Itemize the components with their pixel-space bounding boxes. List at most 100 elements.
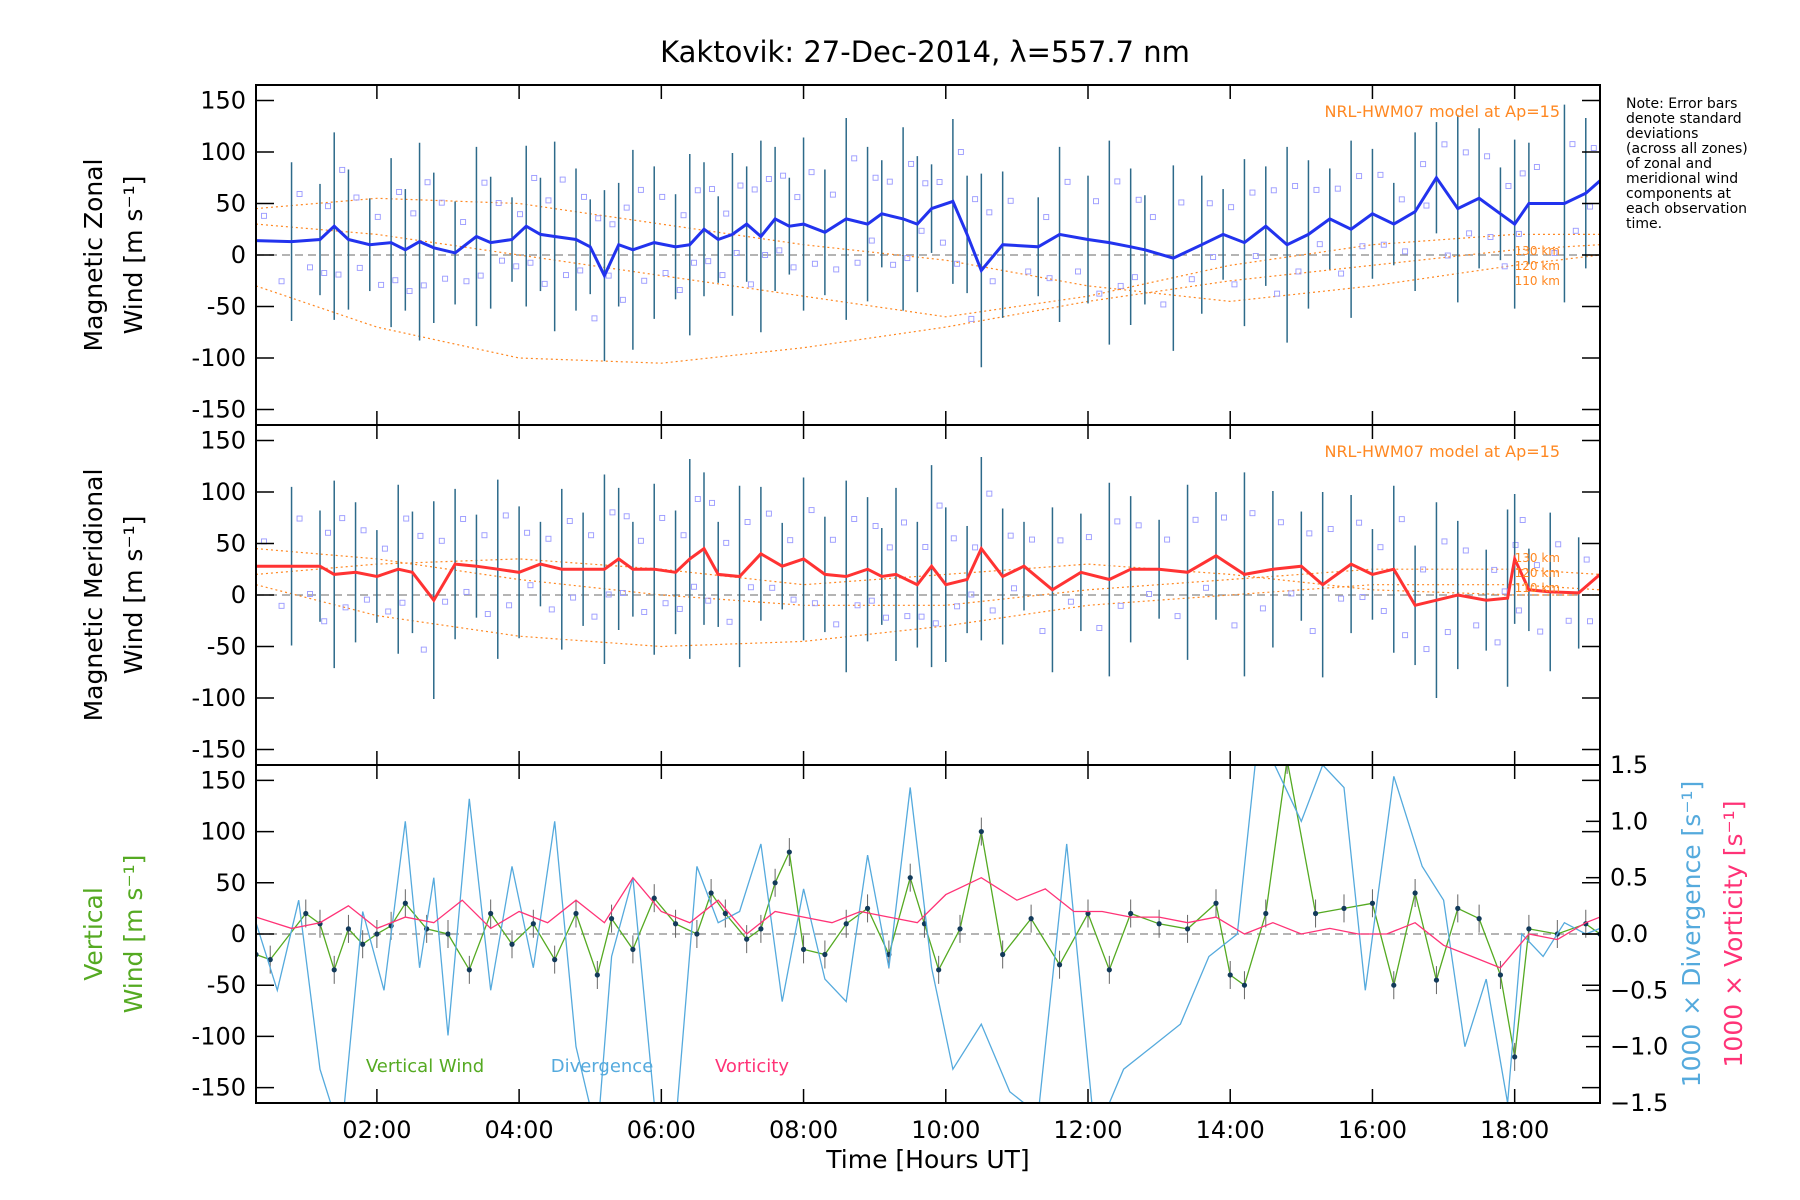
scatter-point <box>1064 178 1071 185</box>
scatter-point <box>1356 519 1363 526</box>
scatter-point <box>1306 530 1313 537</box>
scatter-point <box>705 258 712 265</box>
vertical-wind-point <box>1028 916 1034 922</box>
scatter-point <box>811 600 818 607</box>
scatter-point <box>1114 518 1121 525</box>
scatter-point <box>563 272 569 279</box>
scatter-point <box>460 219 467 225</box>
y-axis-label-line1: Magnetic Meridional <box>79 469 108 722</box>
scatter-point <box>335 271 342 278</box>
y-tick-label: -150 <box>192 1074 246 1102</box>
scatter-point <box>1533 164 1540 170</box>
scatter-point <box>396 188 403 195</box>
x-tick-label: 12:00 <box>1053 1116 1122 1144</box>
vertical-wind-point <box>694 931 700 937</box>
y-axis-label-line2: Wind [m s⁻¹] <box>119 855 148 1014</box>
vertical-wind-point <box>1241 982 1248 988</box>
scatter-point <box>1487 234 1494 240</box>
vertical-wind-point <box>445 931 451 937</box>
scatter-point <box>691 583 697 590</box>
scatter-point <box>1356 173 1363 180</box>
model-height-label: 130 km <box>1515 551 1560 565</box>
scatter-point <box>794 194 801 201</box>
vertical-wind-point <box>552 957 558 963</box>
vertical-wind-point <box>708 890 714 896</box>
y2-tick-label: 1.0 <box>1610 807 1648 835</box>
scatter-point <box>1359 594 1366 601</box>
scatter-point <box>1249 510 1256 517</box>
scatter-point <box>1462 149 1469 156</box>
scatter-point <box>886 178 893 185</box>
scatter-point <box>1203 584 1209 591</box>
scatter-point <box>691 259 697 266</box>
vertical-wind-point <box>1106 967 1112 973</box>
scatter-point <box>374 213 381 220</box>
scatter-point <box>1007 197 1014 204</box>
scatter-point <box>1313 186 1320 193</box>
scatter-point <box>527 259 534 266</box>
scatter-point <box>641 277 648 284</box>
scatter-point <box>989 278 996 285</box>
vertical-wind-point <box>530 921 536 927</box>
scatter-point <box>733 249 740 256</box>
vertical-wind-point <box>822 951 828 958</box>
scatter-point <box>922 180 929 187</box>
vertical-wind-point <box>1512 1054 1518 1060</box>
x-tick-label: 16:00 <box>1338 1116 1407 1144</box>
legend-vertical-wind: Vertical Wind <box>366 1056 484 1077</box>
vertical-wind-point <box>672 921 679 927</box>
vertical-wind-point <box>772 880 778 886</box>
series-meridional-wind-line <box>256 545 1600 608</box>
model-annotation: NRL-HWM07 model at Ap=15 <box>1324 102 1560 121</box>
scatter-point <box>1590 145 1597 152</box>
scatter-point <box>577 267 584 274</box>
scatter-point <box>808 507 815 514</box>
scatter-point <box>1288 590 1295 597</box>
scatter-point <box>623 204 630 211</box>
scatter-point <box>1377 171 1384 178</box>
note-line-8: time. <box>1626 216 1662 232</box>
y2-axis-label-vorticity: 1000 × Vorticity [s⁻¹] <box>1719 801 1748 1068</box>
scatter-point <box>1160 301 1167 308</box>
scatter-point <box>1259 605 1266 612</box>
y-tick-label: 150 <box>200 86 246 114</box>
scatter-point <box>1046 275 1053 282</box>
scatter-point <box>548 606 555 613</box>
x-tick-label: 14:00 <box>1196 1116 1265 1144</box>
scatter-point <box>339 166 346 173</box>
scatter-point <box>1221 514 1227 521</box>
chart-title: Kaktovik: 27-Dec-2014, λ=557.7 nm <box>660 35 1190 69</box>
scatter-point <box>957 149 964 155</box>
scatter-point <box>1146 591 1153 597</box>
scatter-point <box>1252 253 1259 259</box>
scatter-point <box>1011 585 1017 592</box>
scatter-point <box>1441 538 1448 545</box>
scatter-point <box>307 591 313 597</box>
y2-tick-label: −0.5 <box>1610 976 1668 1004</box>
vertical-wind-point <box>722 910 728 917</box>
scatter-point <box>1096 290 1103 297</box>
scatter-point <box>1420 566 1427 573</box>
y-axis-label-line2: Wind [m s⁻¹] <box>119 516 148 675</box>
scatter-point <box>1249 189 1256 196</box>
scatter-point <box>1096 625 1103 631</box>
panel-plot-area <box>256 765 1600 1103</box>
x-axis-label: Time [Hours UT] <box>825 1145 1029 1174</box>
scatter-point <box>1533 562 1540 569</box>
model-curve-130km <box>256 244 1600 364</box>
scatter-point <box>363 596 370 603</box>
scatter-point <box>1420 161 1427 168</box>
vertical-wind-point <box>800 946 807 952</box>
scatter-point <box>637 537 644 544</box>
scatter-point <box>1512 541 1519 548</box>
vertical-wind-point <box>1433 977 1440 983</box>
panel-plot-area <box>256 456 1600 700</box>
scatter-point <box>1117 602 1124 609</box>
scatter-point <box>1043 214 1050 221</box>
scatter-point <box>609 509 616 516</box>
scatter-point <box>872 523 879 529</box>
scatter-point <box>481 179 488 186</box>
series-vertical-wind <box>256 765 1600 1071</box>
model-curve-110km <box>256 223 1600 318</box>
scatter-point <box>438 537 445 544</box>
